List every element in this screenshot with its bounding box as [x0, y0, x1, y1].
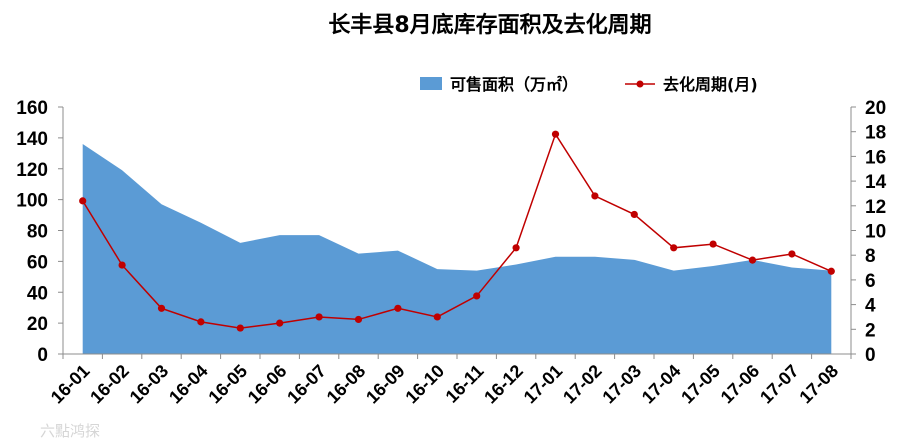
line-point	[118, 261, 126, 269]
line-point	[315, 313, 323, 321]
line-point	[591, 192, 599, 200]
y-left-tick-label: 140	[16, 129, 48, 150]
chart-title: 长丰县8月底库存面积及去化周期	[328, 12, 651, 38]
y-right-tick-label: 14	[865, 172, 887, 193]
line-point	[394, 304, 402, 312]
x-tick-label: 16-04	[165, 361, 212, 408]
x-tick-label: 17-05	[677, 361, 724, 408]
legend-line-marker	[636, 80, 644, 88]
x-tick-label: 16-07	[283, 361, 330, 408]
line-point	[551, 130, 560, 138]
x-tick-label: 16-05	[204, 361, 251, 408]
x-tick-label: 16-08	[323, 361, 370, 408]
legend-line-label: 去化周期(月)	[663, 75, 758, 94]
line-series-destock-period	[82, 132, 832, 329]
x-tick-label: 17-06	[717, 361, 764, 408]
y-right-tick-label: 8	[865, 246, 876, 267]
line-point	[630, 210, 638, 219]
line-point	[354, 315, 363, 324]
x-tick-label: 17-02	[559, 361, 606, 408]
x-tick-label: 16-01	[47, 361, 94, 408]
y-right-tick-label: 4	[865, 296, 876, 317]
y-right-tick-label: 12	[865, 197, 886, 218]
y-right-tick-label: 10	[865, 222, 886, 243]
x-tick-label: 17-03	[598, 361, 645, 408]
y-right-tick-label: 2	[865, 320, 876, 341]
line-point	[670, 244, 678, 252]
x-tick-label: 17-04	[638, 361, 685, 408]
line-point	[709, 240, 717, 248]
y-right-tick-label: 20	[865, 98, 886, 119]
line-point	[748, 256, 757, 264]
x-tick-label: 16-06	[244, 361, 291, 408]
line-point	[433, 313, 441, 321]
line-point	[79, 197, 87, 205]
line-point	[473, 292, 481, 300]
legend: 可售面积（万㎡） 去化周期(月)	[420, 75, 758, 94]
x-tick-label: 16-12	[480, 361, 527, 408]
line-point	[788, 250, 796, 258]
y-left-tick-label: 40	[27, 283, 48, 304]
legend-area-swatch	[420, 77, 442, 90]
plot-area: 0 20 40 60 80 100 120 140 160 0 2 4 6 8 10 12 14 16 18 20 16…	[16, 98, 886, 407]
line-point	[236, 324, 244, 332]
y-left-tick-label: 80	[27, 222, 48, 243]
x-tick-label: 16-10	[401, 361, 448, 408]
x-tick-label: 17-07	[756, 361, 803, 408]
x-tick-label: 17-01	[520, 361, 567, 408]
y-left-tick-label: 0	[37, 345, 48, 366]
y-left-tick-label: 60	[27, 252, 48, 273]
y-right-tick-label: 6	[865, 271, 876, 292]
legend-area-label: 可售面积（万㎡）	[450, 75, 578, 94]
line-point	[157, 304, 166, 312]
y-left-tick-label: 160	[16, 98, 48, 119]
x-tick-label: 16-09	[362, 361, 409, 408]
y-right-tick-label: 16	[865, 147, 886, 168]
line-point	[197, 318, 205, 326]
y-right-tick-label: 0	[865, 345, 876, 366]
watermark: 六點鸿探	[40, 422, 100, 440]
x-tick-label: 17-08	[795, 361, 842, 408]
y-right-tick-label: 18	[865, 123, 886, 144]
line-point	[827, 267, 835, 275]
y-left-tick-label: 20	[27, 314, 48, 335]
y-left-tick-label: 120	[16, 160, 48, 181]
line-point	[276, 319, 284, 327]
x-tick-label: 16-02	[86, 361, 133, 408]
y-left-tick-label: 100	[16, 191, 48, 212]
line-point	[512, 244, 520, 252]
x-tick-label: 16-11	[442, 361, 488, 407]
x-tick-label: 16-03	[126, 361, 173, 408]
area-series-available-area	[82, 144, 832, 354]
